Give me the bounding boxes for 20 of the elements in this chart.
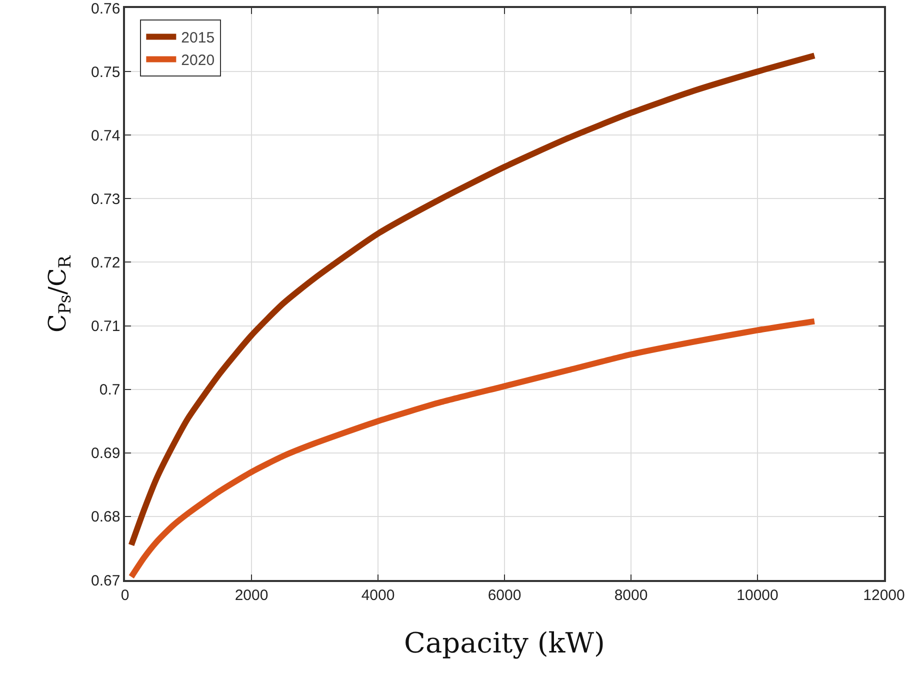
y-tick-label: 0.71 (91, 318, 120, 336)
x-tick-label: 2000 (234, 586, 268, 604)
legend-label: 2015 (181, 30, 215, 47)
x-tick-label: 10000 (736, 586, 778, 604)
y-tick-label: 0.68 (91, 508, 120, 526)
x-axis-title: Capacity (kW) (404, 626, 605, 660)
x-tick-label: 4000 (361, 586, 395, 604)
x-tick-label: 6000 (488, 586, 522, 604)
y-tick-label: 0.76 (91, 0, 120, 18)
y-tick-label: 0.73 (91, 190, 120, 208)
y-tick-label: 0.69 (91, 445, 120, 462)
y-tick-label: 0.75 (91, 64, 120, 81)
x-tick-label: 8000 (614, 586, 648, 604)
y-tick-label: 0.72 (91, 254, 120, 272)
y-tick-label: 0.7 (99, 382, 120, 399)
y-tick-label: 0.74 (91, 127, 120, 144)
x-tick-label: 0 (120, 586, 130, 604)
x-tick-label: 12000 (863, 586, 905, 604)
legend-label: 2020 (181, 52, 215, 70)
y-tick-label: 0.67 (91, 572, 120, 590)
